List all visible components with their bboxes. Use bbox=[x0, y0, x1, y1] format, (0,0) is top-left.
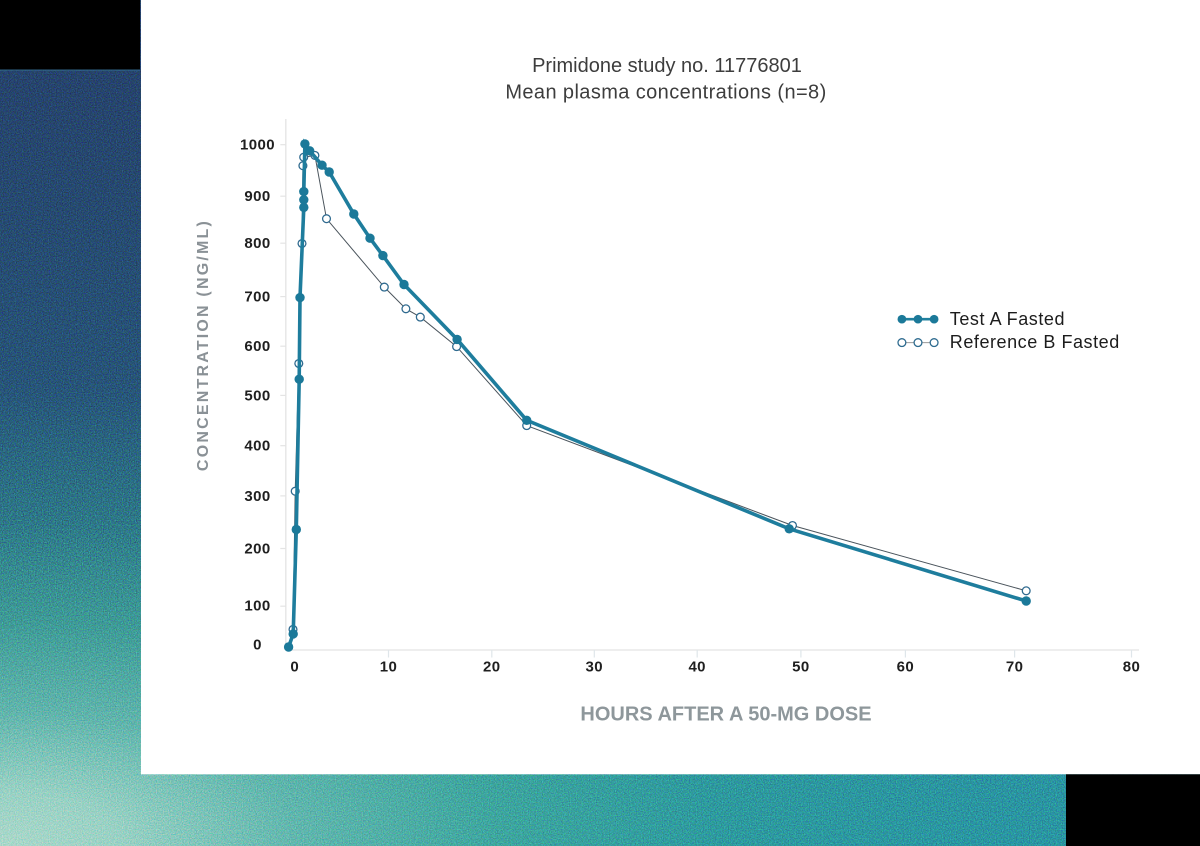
svg-text:600: 600 bbox=[244, 338, 270, 355]
svg-text:800: 800 bbox=[244, 235, 270, 252]
svg-text:Primidone study no. 11776801: Primidone study no. 11776801 bbox=[532, 55, 802, 77]
svg-text:900: 900 bbox=[244, 188, 270, 205]
svg-text:0: 0 bbox=[253, 637, 262, 654]
svg-text:Reference B Fasted: Reference B Fasted bbox=[950, 332, 1120, 352]
svg-text:0: 0 bbox=[290, 659, 299, 676]
svg-text:20: 20 bbox=[483, 659, 501, 676]
svg-text:HOURS AFTER A 50-MG DOSE: HOURS AFTER A 50-MG DOSE bbox=[580, 704, 871, 726]
svg-text:60: 60 bbox=[897, 659, 915, 676]
svg-text:50: 50 bbox=[792, 659, 810, 676]
svg-text:30: 30 bbox=[586, 659, 604, 676]
svg-text:500: 500 bbox=[244, 387, 270, 404]
svg-text:1000: 1000 bbox=[240, 137, 275, 154]
svg-text:Mean plasma concentrations (n=: Mean plasma concentrations (n=8) bbox=[505, 82, 826, 104]
svg-text:70: 70 bbox=[1006, 659, 1024, 676]
svg-text:Test A Fasted: Test A Fasted bbox=[950, 309, 1065, 329]
svg-text:CONCENTRATION (NG/ML): CONCENTRATION (NG/ML) bbox=[195, 219, 212, 471]
svg-text:400: 400 bbox=[244, 438, 270, 455]
svg-text:300: 300 bbox=[244, 488, 270, 505]
svg-text:40: 40 bbox=[688, 659, 706, 676]
svg-text:200: 200 bbox=[244, 541, 270, 558]
svg-text:100: 100 bbox=[244, 598, 270, 615]
svg-text:10: 10 bbox=[380, 659, 398, 676]
svg-text:700: 700 bbox=[244, 289, 270, 306]
svg-text:80: 80 bbox=[1123, 659, 1141, 676]
